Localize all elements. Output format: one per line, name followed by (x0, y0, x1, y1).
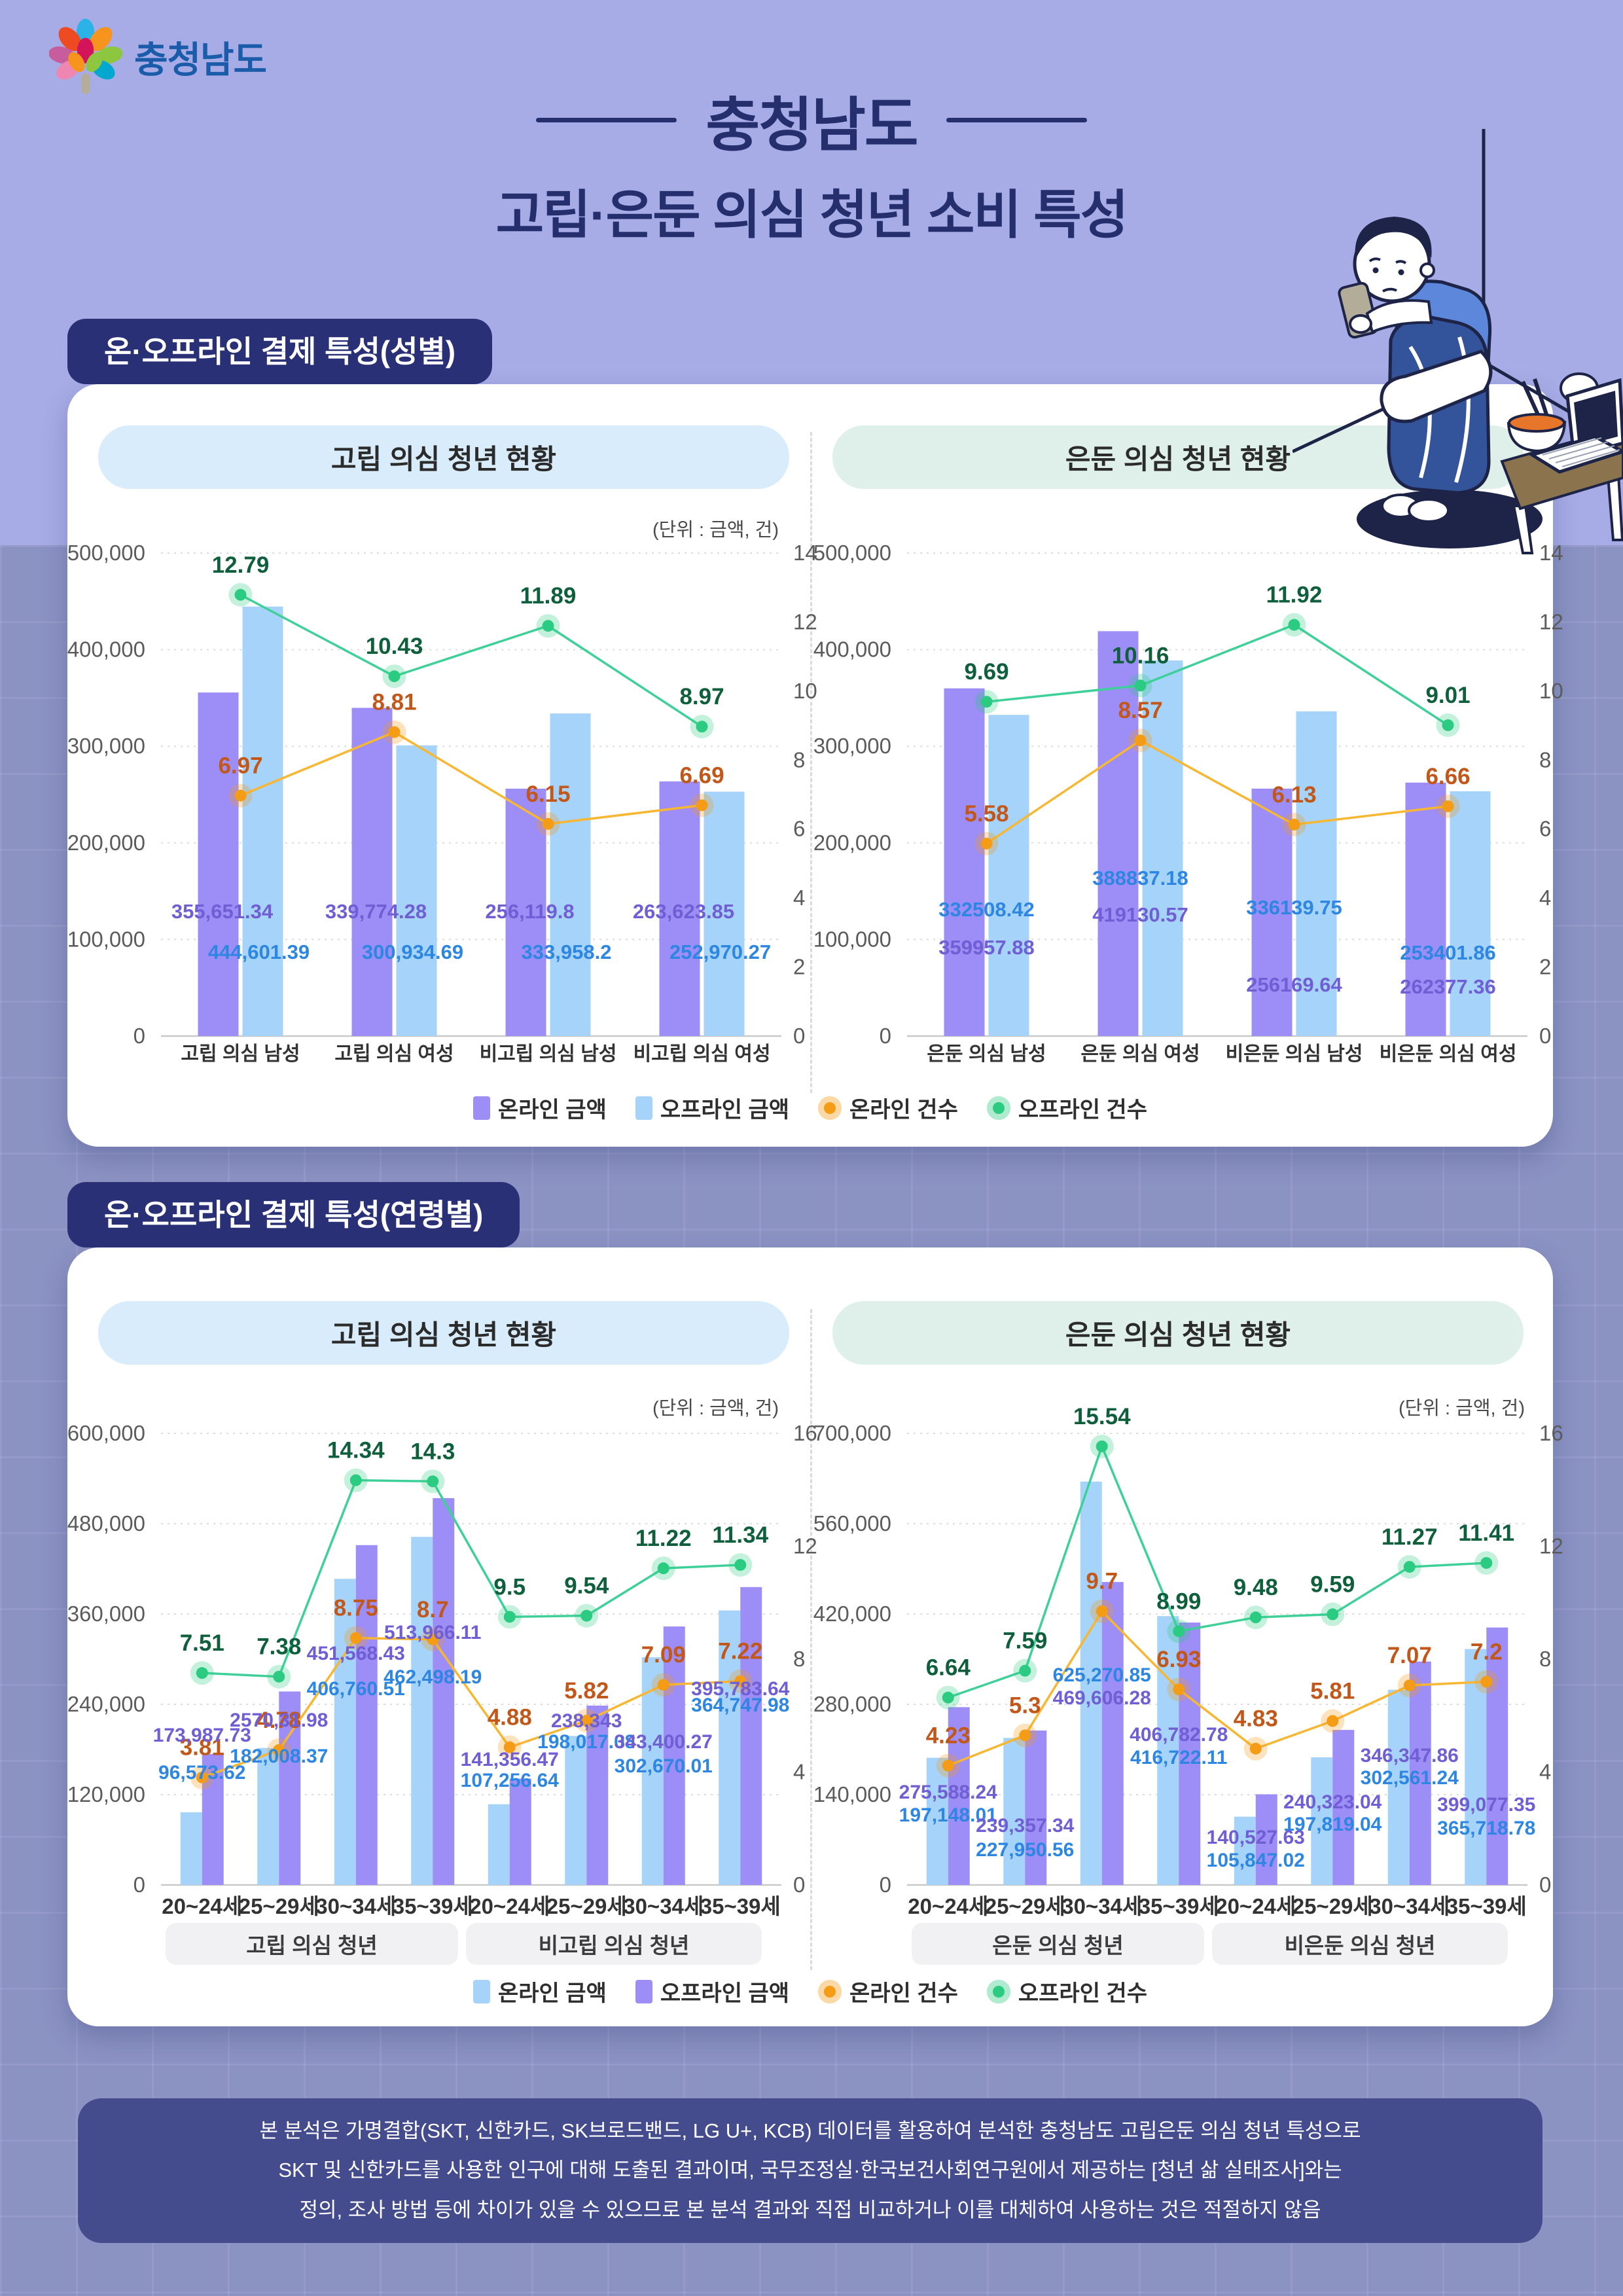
title-rule-left (536, 117, 677, 122)
legend-label: 온라인 건수 (849, 1981, 958, 2006)
legend-item: 온라인 금액 (473, 1092, 607, 1124)
legend-item: 오프라인 금액 (635, 1975, 789, 2007)
page-title-line2: 고립·은둔 의심 청년 소비 특성 (495, 186, 1129, 244)
legend-item: 온라인 건수 (818, 1975, 958, 2007)
legend-label: 온라인 건수 (849, 1098, 958, 1122)
legend-item: 오프라인 건수 (986, 1975, 1147, 2007)
legend-label: 오프라인 건수 (1018, 1098, 1147, 1122)
logo-text: 충청남도 (134, 39, 267, 81)
chart-title-reclusive-gender: 은둔 의심 청년 현황 (832, 425, 1524, 489)
card-divider (810, 1309, 812, 1970)
legend-dot-swatch (818, 1096, 842, 1120)
legend-label: 오프라인 건수 (1018, 1981, 1147, 2006)
chart-title-isolated-gender: 고립 의심 청년 현황 (98, 425, 789, 489)
tree-logo-icon (49, 18, 122, 94)
legend-item: 온라인 건수 (818, 1092, 958, 1124)
legend-square-swatch (635, 1096, 652, 1120)
title-rule-right (946, 117, 1087, 122)
legend-dot-swatch (986, 1096, 1010, 1120)
chungnam-logo: 충청남도 (49, 18, 267, 96)
legend-square-swatch (473, 1096, 490, 1120)
legend-square-swatch (635, 1979, 652, 2003)
footer-line: 본 분석은 가명결합(SKT, 신한카드, SK브로드밴드, LG U+, KC… (259, 2119, 1361, 2142)
group-pill: 비은둔 의심 청년 (1212, 1923, 1508, 1965)
unit-label: (단위 : 금액, 건) (1398, 520, 1525, 541)
section-header-age: 온·오프라인 결제 특성(연령별) (67, 1182, 520, 1247)
main-title: 충청남도 고립·은둔 의심 청년 소비 특성 (0, 77, 1623, 249)
footer-note: 본 분석은 가명결합(SKT, 신한카드, SK브로드밴드, LG U+, KC… (78, 2098, 1543, 2243)
legend-gender: 온라인 금액 오프라인 금액 온라인 건수 오프라인 건수 (67, 1092, 1553, 1124)
legend-label: 오프라인 금액 (660, 1981, 789, 2006)
legend-dot-swatch (986, 1979, 1010, 2003)
unit-label: (단위 : 금액, 건) (652, 1398, 779, 1419)
group-pill: 고립 의심 청년 (166, 1923, 458, 1965)
chart-title-isolated-age: 고립 의심 청년 현황 (98, 1301, 789, 1365)
legend-item: 오프라인 건수 (986, 1092, 1147, 1124)
legend-dot-swatch (818, 1979, 842, 2003)
section-header-gender: 온·오프라인 결제 특성(성별) (67, 319, 493, 384)
unit-label: (단위 : 금액, 건) (1398, 1398, 1525, 1419)
legend-item: 오프라인 금액 (635, 1092, 789, 1124)
legend-square-swatch (473, 1979, 490, 2003)
legend-label: 온라인 금액 (498, 1981, 607, 2006)
card-divider (810, 432, 812, 1093)
footer-line: 정의, 조사 방법 등에 차이가 있을 수 있으므로 본 분석 결과와 직접 비… (299, 2198, 1321, 2221)
group-pill: 비고립 의심 청년 (466, 1923, 762, 1965)
chart-title-reclusive-age: 은둔 의심 청년 현황 (832, 1301, 1524, 1365)
legend-item: 온라인 금액 (473, 1975, 607, 2007)
legend-label: 온라인 금액 (498, 1098, 607, 1122)
legend-age: 온라인 금액 오프라인 금액 온라인 건수 오프라인 건수 (67, 1975, 1553, 2007)
unit-label: (단위 : 금액, 건) (652, 520, 779, 541)
page-title-line1: 충청남도 (705, 93, 918, 158)
group-pill: 은둔 의심 청년 (912, 1923, 1204, 1965)
legend-label: 오프라인 금액 (660, 1098, 789, 1122)
footer-line: SKT 및 신한카드를 사용한 인구에 대해 도출된 결과이며, 국무조정실·한… (278, 2159, 1342, 2182)
